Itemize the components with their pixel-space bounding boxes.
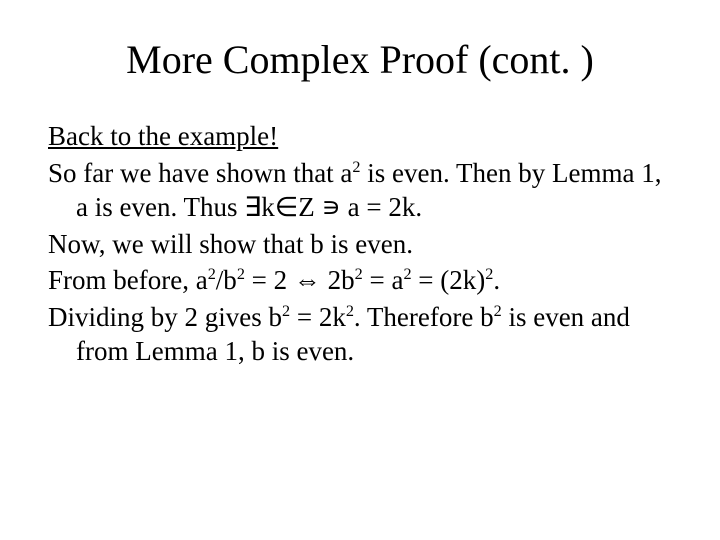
l5-sup-3: 2: [494, 302, 502, 320]
l5-part-b: = 2k: [290, 302, 346, 332]
line-5: Dividing by 2 gives b2 = 2k2. Therefore …: [48, 300, 672, 369]
slide: More Complex Proof (cont. ) Back to the …: [0, 0, 720, 540]
slide-body: Back to the example! So far we have show…: [48, 119, 672, 369]
l4-part-d: = a: [363, 265, 404, 295]
l4-part-b: /b: [216, 265, 237, 295]
l4-part-a: From before, a: [48, 265, 208, 295]
l2-part-a: So far we have shown that a: [48, 158, 352, 188]
l4-part-f: .: [493, 265, 500, 295]
line-2: So far we have shown that a2 is even. Th…: [48, 156, 672, 225]
slide-title: More Complex Proof (cont. ): [48, 36, 672, 83]
l5-sup-2: 2: [346, 302, 354, 320]
l5-sup-1: 2: [282, 302, 290, 320]
line-1: Back to the example!: [48, 119, 672, 154]
l4-part-e: = (2k): [412, 265, 486, 295]
l4-sup-1: 2: [208, 265, 216, 283]
line-1-text: Back to the example!: [48, 121, 278, 151]
l2-sup: 2: [352, 158, 360, 176]
l4-sup-2: 2: [237, 265, 245, 283]
l4-sup-3: 2: [355, 265, 363, 283]
l5-part-c: . Therefore b: [354, 302, 494, 332]
line-3: Now, we will show that b is even.: [48, 227, 672, 262]
l4-part-c: = 2 ⇔ 2b: [245, 265, 355, 295]
l4-sup-4: 2: [403, 265, 411, 283]
l5-part-a: Dividing by 2 gives b: [48, 302, 282, 332]
line-4: From before, a2/b2 = 2 ⇔ 2b2 = a2 = (2k)…: [48, 263, 672, 298]
